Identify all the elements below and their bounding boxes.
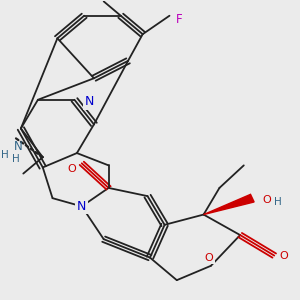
Text: H: H [1, 150, 9, 160]
Text: O: O [204, 253, 213, 262]
Text: O: O [280, 250, 288, 261]
Text: F: F [176, 13, 182, 26]
Text: N: N [14, 140, 23, 153]
Polygon shape [204, 194, 254, 214]
Text: O: O [262, 195, 271, 205]
Text: O: O [68, 164, 76, 175]
Text: H: H [12, 154, 20, 164]
Text: N: N [77, 200, 86, 213]
Text: N: N [84, 95, 94, 108]
Text: H: H [274, 197, 282, 207]
